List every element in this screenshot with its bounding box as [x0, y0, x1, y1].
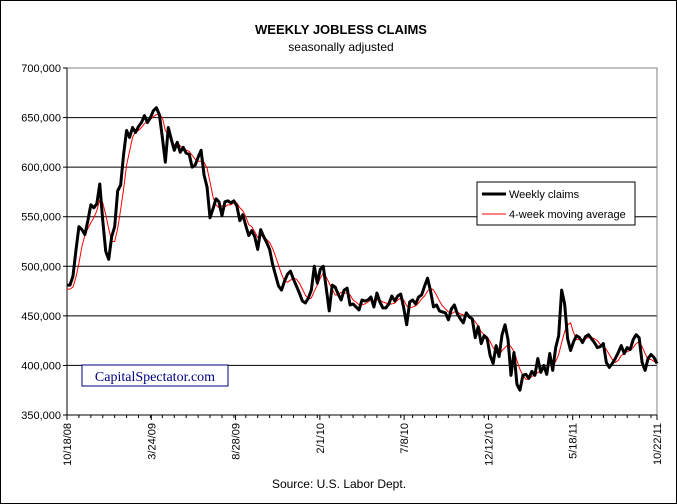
- legend: Weekly claims 4-week moving average: [476, 181, 636, 226]
- x-tick-label: 10/22/11: [652, 423, 664, 465]
- y-tick-label: 350,000: [21, 410, 61, 422]
- y-tick-label: 400,000: [21, 360, 61, 372]
- x-tick-label: 5/18/11: [568, 423, 580, 459]
- series-layer: [67, 106, 659, 392]
- x-tick-label: 10/18/08: [62, 423, 74, 466]
- weekly-claims-line: [67, 106, 659, 392]
- watermark-text: CapitalSpectator.com: [95, 370, 215, 385]
- y-tick-label: 450,000: [21, 311, 61, 323]
- x-tick-label: 8/28/09: [231, 423, 243, 460]
- x-tick-label: 2/1/10: [315, 423, 327, 454]
- x-tick-label: 7/8/10: [399, 423, 411, 454]
- y-axis: 350,000 400,000 450,000 500,000 550,000 600,0…: [21, 63, 68, 422]
- y-tick-label: 600,000: [21, 162, 61, 174]
- legend-label-moving-average: 4-week moving average: [509, 209, 626, 221]
- chart-title: WEEKLY JOBLESS CLAIMS: [255, 22, 427, 37]
- y-tick-label: 700,000: [21, 63, 61, 75]
- watermark-box: [81, 364, 229, 387]
- plot-area: [66, 67, 658, 416]
- gridlines: [67, 67, 657, 416]
- source-note: Source: U.S. Labor Dept.: [272, 477, 406, 491]
- y-tick-label: 650,000: [21, 113, 61, 125]
- x-axis: 10/18/08 3/24/09 8/28/09 2/1/10 7/8/10 12/12/…: [62, 414, 664, 466]
- watermark: CapitalSpectator.com: [81, 364, 229, 387]
- legend-box: [476, 181, 636, 226]
- y-tick-label: 500,000: [21, 261, 61, 273]
- x-tick-label: 3/24/09: [146, 423, 158, 460]
- legend-label-weekly: Weekly claims: [509, 189, 580, 201]
- x-tick-label: 12/12/10: [483, 423, 495, 466]
- y-tick-label: 550,000: [21, 212, 61, 224]
- chart-subtitle: seasonally adjusted: [288, 40, 393, 54]
